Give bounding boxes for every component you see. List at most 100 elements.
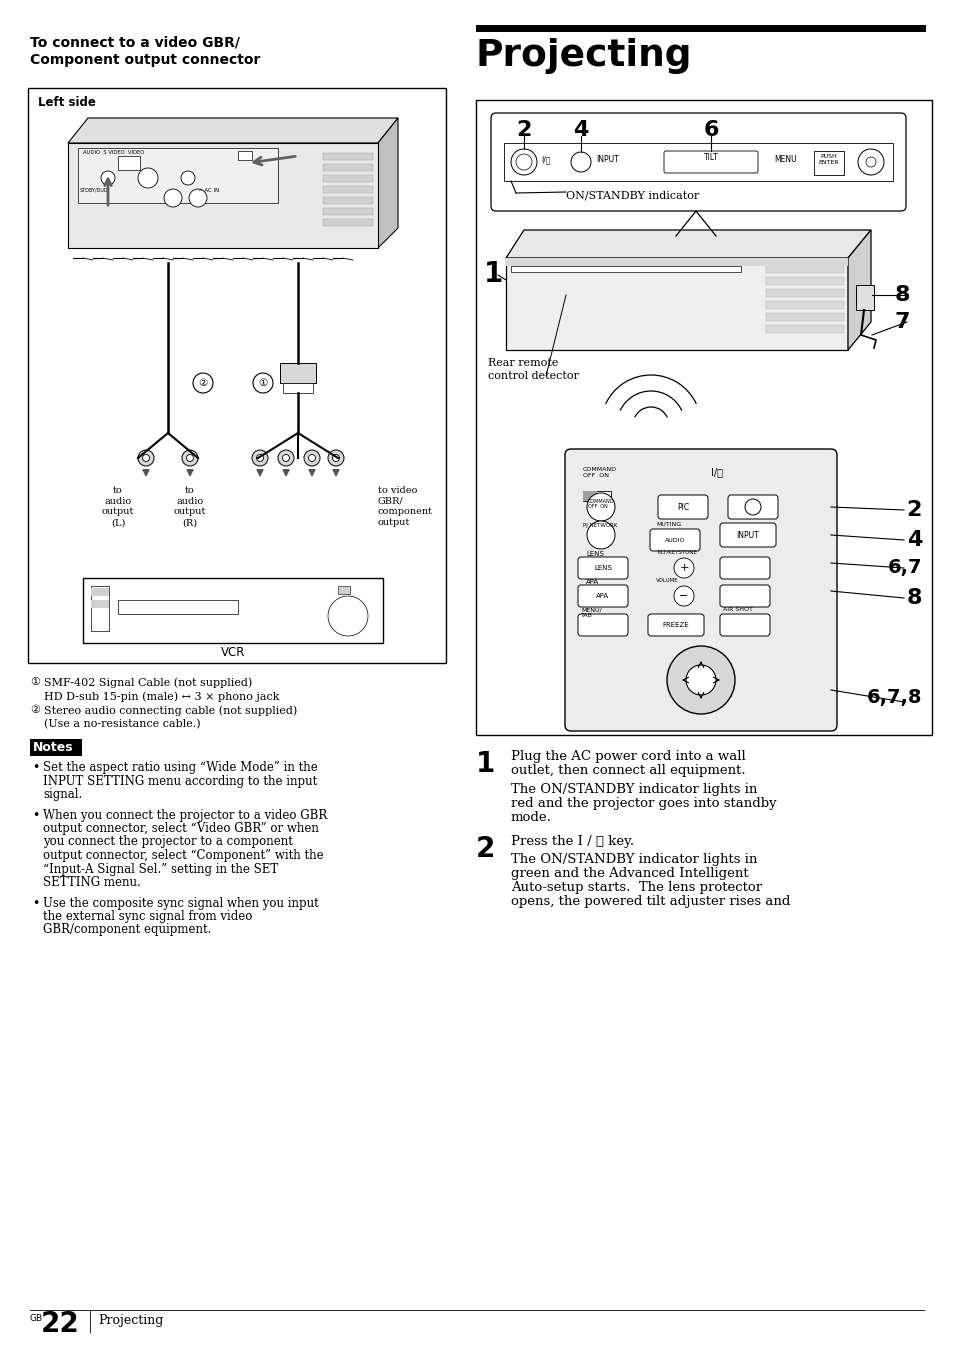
Text: to
audio
output
(L): to audio output (L) (102, 485, 134, 527)
Circle shape (277, 450, 294, 466)
Circle shape (304, 450, 319, 466)
Bar (91, 600, 109, 608)
Circle shape (186, 454, 193, 461)
Text: 6,7,8: 6,7,8 (865, 688, 921, 707)
Bar (813, 151, 843, 174)
Bar (28, 88, 446, 662)
Text: to video
GBR/
component
output: to video GBR/ component output (377, 485, 433, 527)
Polygon shape (505, 230, 870, 258)
Circle shape (308, 454, 315, 461)
Bar (765, 324, 843, 333)
Bar (505, 258, 847, 350)
Text: −: − (679, 591, 688, 602)
Bar (323, 174, 373, 183)
Text: VOLUME: VOLUME (656, 579, 678, 583)
Bar (476, 100, 931, 735)
Text: •: • (32, 896, 39, 910)
Text: “Input-A Signal Sel.” setting in the SET: “Input-A Signal Sel.” setting in the SET (43, 863, 278, 876)
Text: Left side: Left side (38, 96, 95, 110)
Bar (68, 143, 377, 247)
Text: red and the projector goes into standby: red and the projector goes into standby (511, 796, 776, 810)
Circle shape (857, 149, 883, 174)
Bar (30, 740, 82, 756)
Text: •: • (32, 808, 39, 822)
Text: 6: 6 (702, 120, 718, 141)
FancyBboxPatch shape (649, 529, 700, 552)
Bar (118, 155, 140, 170)
Text: Plug the AC power cord into a wall: Plug the AC power cord into a wall (511, 750, 745, 763)
Text: signal.: signal. (43, 788, 82, 800)
Text: 2: 2 (905, 500, 921, 521)
FancyBboxPatch shape (720, 585, 769, 607)
Circle shape (142, 454, 150, 461)
Text: LENS: LENS (585, 552, 603, 557)
Bar (91, 585, 109, 631)
Circle shape (685, 665, 716, 695)
Circle shape (101, 170, 115, 185)
Bar (765, 301, 843, 310)
Bar (337, 585, 350, 594)
Bar (118, 600, 237, 614)
FancyBboxPatch shape (727, 495, 778, 519)
Circle shape (253, 373, 273, 393)
Circle shape (189, 189, 207, 207)
Text: COMMAND
OFF  ON: COMMAND OFF ON (582, 466, 617, 479)
Text: 22: 22 (41, 1310, 80, 1338)
Bar (765, 277, 843, 285)
Circle shape (193, 373, 213, 393)
Text: MENU/
TAB: MENU/ TAB (580, 607, 601, 618)
FancyBboxPatch shape (647, 614, 703, 635)
FancyBboxPatch shape (720, 614, 769, 635)
Circle shape (571, 151, 590, 172)
Text: ~ AC IN: ~ AC IN (198, 188, 219, 193)
Text: 8: 8 (905, 588, 921, 608)
Text: •: • (32, 761, 39, 773)
Text: LENS: LENS (594, 565, 611, 571)
Text: PJ NETWORK: PJ NETWORK (582, 523, 617, 529)
Circle shape (586, 521, 615, 549)
Text: ①: ① (258, 379, 268, 388)
Text: GB: GB (30, 1314, 43, 1324)
Text: 4: 4 (573, 120, 588, 141)
Text: ①: ① (30, 677, 40, 687)
Text: Projecting: Projecting (98, 1314, 163, 1328)
Text: SMF-402 Signal Cable (not supplied): SMF-402 Signal Cable (not supplied) (44, 677, 252, 688)
Text: ②: ② (30, 704, 40, 715)
Text: 4: 4 (905, 530, 921, 550)
Circle shape (138, 168, 158, 188)
Text: HD D-sub 15-pin (male) ↔ 3 × phono jack: HD D-sub 15-pin (male) ↔ 3 × phono jack (44, 691, 279, 702)
Text: Auto-setup starts.  The lens protector: Auto-setup starts. The lens protector (511, 882, 761, 894)
Circle shape (164, 189, 182, 207)
Bar (283, 383, 313, 393)
Polygon shape (847, 230, 870, 350)
Text: 2: 2 (476, 836, 495, 863)
Text: Rear remote
control detector: Rear remote control detector (488, 358, 578, 381)
Polygon shape (68, 118, 397, 143)
Text: AIR SHOT: AIR SHOT (722, 607, 752, 612)
Circle shape (138, 450, 153, 466)
Text: APA: APA (585, 579, 598, 585)
Circle shape (181, 170, 194, 185)
FancyBboxPatch shape (491, 114, 905, 211)
Text: 1: 1 (483, 260, 503, 288)
Text: Notes: Notes (33, 741, 73, 754)
Text: output connector, select “Component” with the: output connector, select “Component” wit… (43, 849, 323, 863)
Bar (323, 187, 373, 193)
Text: APA: APA (596, 594, 609, 599)
Text: COMMAND
OFF  ON: COMMAND OFF ON (587, 499, 614, 510)
Text: When you connect the projector to a video GBR: When you connect the projector to a vide… (43, 808, 327, 822)
Circle shape (282, 454, 289, 461)
Bar (78, 147, 277, 203)
Bar (91, 588, 109, 596)
Text: STDBY/DUD: STDBY/DUD (80, 188, 109, 193)
Circle shape (744, 499, 760, 515)
Circle shape (673, 585, 693, 606)
Text: 1: 1 (476, 750, 495, 777)
Text: I/⏽: I/⏽ (710, 466, 722, 477)
Text: MENU: MENU (773, 155, 796, 164)
Text: The ON/STANDBY indicator lights in: The ON/STANDBY indicator lights in (511, 853, 757, 867)
Text: AUDIO  S VIDEO  VIDEO: AUDIO S VIDEO VIDEO (83, 150, 144, 155)
Text: +: + (679, 562, 688, 573)
Text: To connect to a video GBR/
Component output connector: To connect to a video GBR/ Component out… (30, 35, 260, 68)
Text: PIC: PIC (677, 503, 688, 511)
